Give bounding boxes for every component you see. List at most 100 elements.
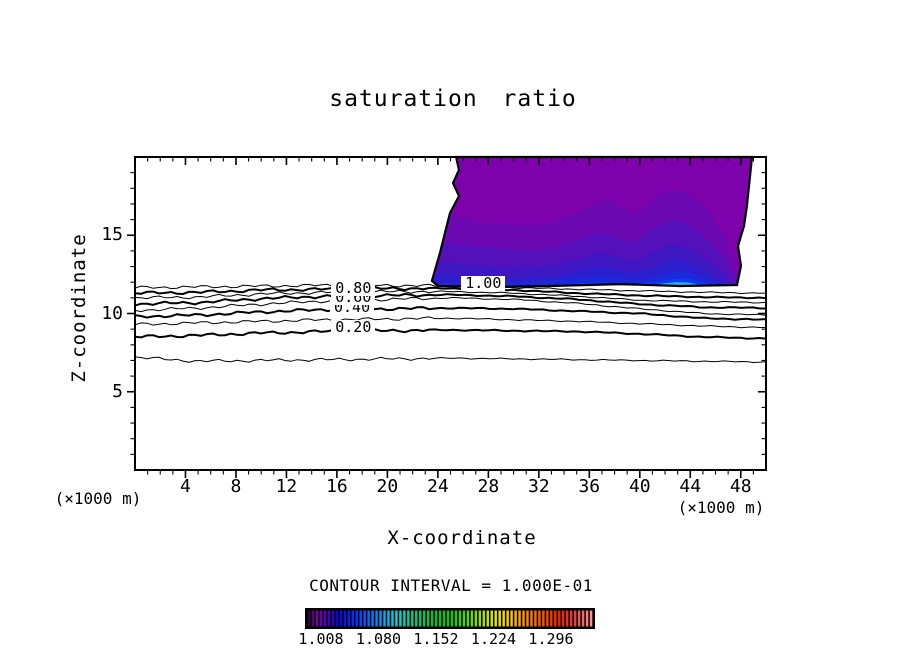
contour-line-1.0-outline	[430, 155, 754, 289]
colorbar-stripe	[550, 610, 553, 627]
colorbar-stripe	[422, 610, 426, 627]
colorbar-stripe	[367, 610, 370, 627]
colorbar-stripe	[581, 610, 585, 627]
colorbar-stripe	[335, 610, 339, 627]
contour-line-0.7	[134, 289, 766, 304]
colorbar-stripe	[434, 610, 438, 627]
contour-line-0.2	[134, 328, 766, 340]
colorbar-stripe	[331, 610, 335, 627]
colorbar-stripe	[554, 610, 557, 627]
colorbar-stripe	[379, 610, 382, 627]
colorbar-stripe	[387, 610, 390, 627]
colorbar-stripe	[470, 610, 474, 627]
colorbar-stripe	[589, 610, 593, 627]
colorbar-stripe	[526, 610, 529, 627]
colorbar-stripe	[315, 610, 319, 627]
colorbar-value-label-1.152: 1.152	[413, 630, 459, 648]
contour-line-0.5	[134, 296, 766, 316]
colorbar-stripe	[454, 610, 458, 627]
colorbar-stripe	[562, 610, 565, 627]
colorbar-stripe	[478, 610, 482, 627]
colorbar-stripe	[363, 610, 366, 627]
colorbar-stripe	[426, 610, 430, 627]
x-tick-label-48: 48	[729, 476, 752, 497]
colorbar-stripe	[311, 610, 315, 627]
contour-line-0.1	[134, 356, 766, 364]
x-axis-label: X-coordinate	[387, 527, 537, 549]
colorbar-stripe	[577, 610, 581, 627]
colorbar-value-label-1.296: 1.296	[528, 630, 574, 648]
x-tick-label-44: 44	[679, 476, 702, 497]
colorbar-stripe	[490, 610, 493, 627]
colorbar-stripe	[518, 610, 521, 627]
colorbar-stripe	[415, 610, 418, 627]
colorbar-stripe	[474, 610, 478, 627]
colorbar-stripe	[565, 610, 569, 627]
colorbar-stripe	[486, 610, 490, 627]
colorbar-stripe	[450, 610, 454, 627]
colorbar-stripe	[494, 610, 497, 627]
colorbar-stripe	[569, 610, 573, 627]
colorbar-stripe	[558, 610, 561, 627]
contour-line-0.4	[134, 306, 766, 321]
colorbar-stripe	[407, 610, 410, 627]
contour-line-0.8	[134, 286, 766, 300]
colorbar-stripe	[375, 610, 378, 627]
colorbar-stripe	[458, 610, 462, 627]
colorbar-stripe	[399, 610, 402, 627]
colorbar-value-label-1.080: 1.080	[355, 630, 402, 648]
contour-value-label-0.20: 0.20	[331, 320, 376, 336]
colorbar-value-label-1.224: 1.224	[470, 630, 517, 648]
x-tick-label-32: 32	[527, 476, 550, 497]
x-tick-label-36: 36	[578, 476, 601, 497]
colorbar-stripe	[355, 610, 358, 627]
colorbar-stripe	[446, 610, 450, 627]
x-tick-label-20: 20	[376, 476, 399, 497]
contour-value-label-0.80: 0.80	[331, 280, 376, 296]
colorbar-stripe	[530, 610, 533, 627]
colorbar-stripe	[442, 610, 446, 627]
colorbar-stripe	[466, 610, 470, 627]
colorbar-stripe	[327, 610, 331, 627]
colorbar-stripe	[359, 610, 362, 627]
colorbar-stripe	[542, 610, 545, 627]
colorbar-stripe	[462, 610, 466, 627]
colorbar-stripe	[502, 610, 505, 627]
x-tick-label-40: 40	[628, 476, 651, 497]
fill-layer-4	[441, 271, 721, 288]
x-tick-label-8: 8	[230, 476, 242, 497]
y-tick-label-5: 5	[112, 380, 123, 402]
colorbar-stripe	[419, 610, 422, 627]
colorbar-stripe	[403, 610, 406, 627]
colorbar-stripe	[343, 610, 347, 627]
contour-interval-text: CONTOUR INTERVAL = 1.000E-01	[309, 576, 593, 595]
colorbar-stripe	[506, 610, 509, 627]
colorbar-stripe	[319, 610, 323, 627]
y-tick-label-15: 15	[101, 224, 123, 246]
x-tick-label-4: 4	[180, 476, 191, 497]
colorbar-stripe	[383, 610, 386, 627]
colorbar-stripe	[371, 610, 374, 627]
chart-title: saturation ratio	[329, 86, 577, 112]
x-tick-label-24: 24	[427, 476, 449, 497]
colorbar-stripe	[347, 610, 350, 627]
colorbar-stripe	[351, 610, 354, 627]
colorbar-stripe	[573, 610, 577, 627]
colorbar-stripe	[391, 610, 394, 627]
colorbar-stripe	[514, 610, 517, 627]
colorbar-stripe	[546, 610, 549, 627]
colorbar-stripe	[538, 610, 541, 627]
colorbar-stripe	[323, 610, 327, 627]
x-axis-unit-label: (×1000 m)	[677, 498, 765, 517]
contour-line-0.3	[134, 316, 765, 329]
colorbar-stripe	[534, 610, 537, 627]
colorbar-stripe	[522, 610, 525, 627]
y-tick-label-10: 10	[101, 302, 123, 324]
colorbar-stripe	[510, 610, 513, 627]
x-tick-label-16: 16	[326, 476, 348, 497]
contour-value-label-1.00: 1.00	[461, 275, 506, 291]
y-axis-unit-label: (×1000 m)	[54, 489, 142, 508]
x-tick-label-12: 12	[275, 476, 298, 497]
